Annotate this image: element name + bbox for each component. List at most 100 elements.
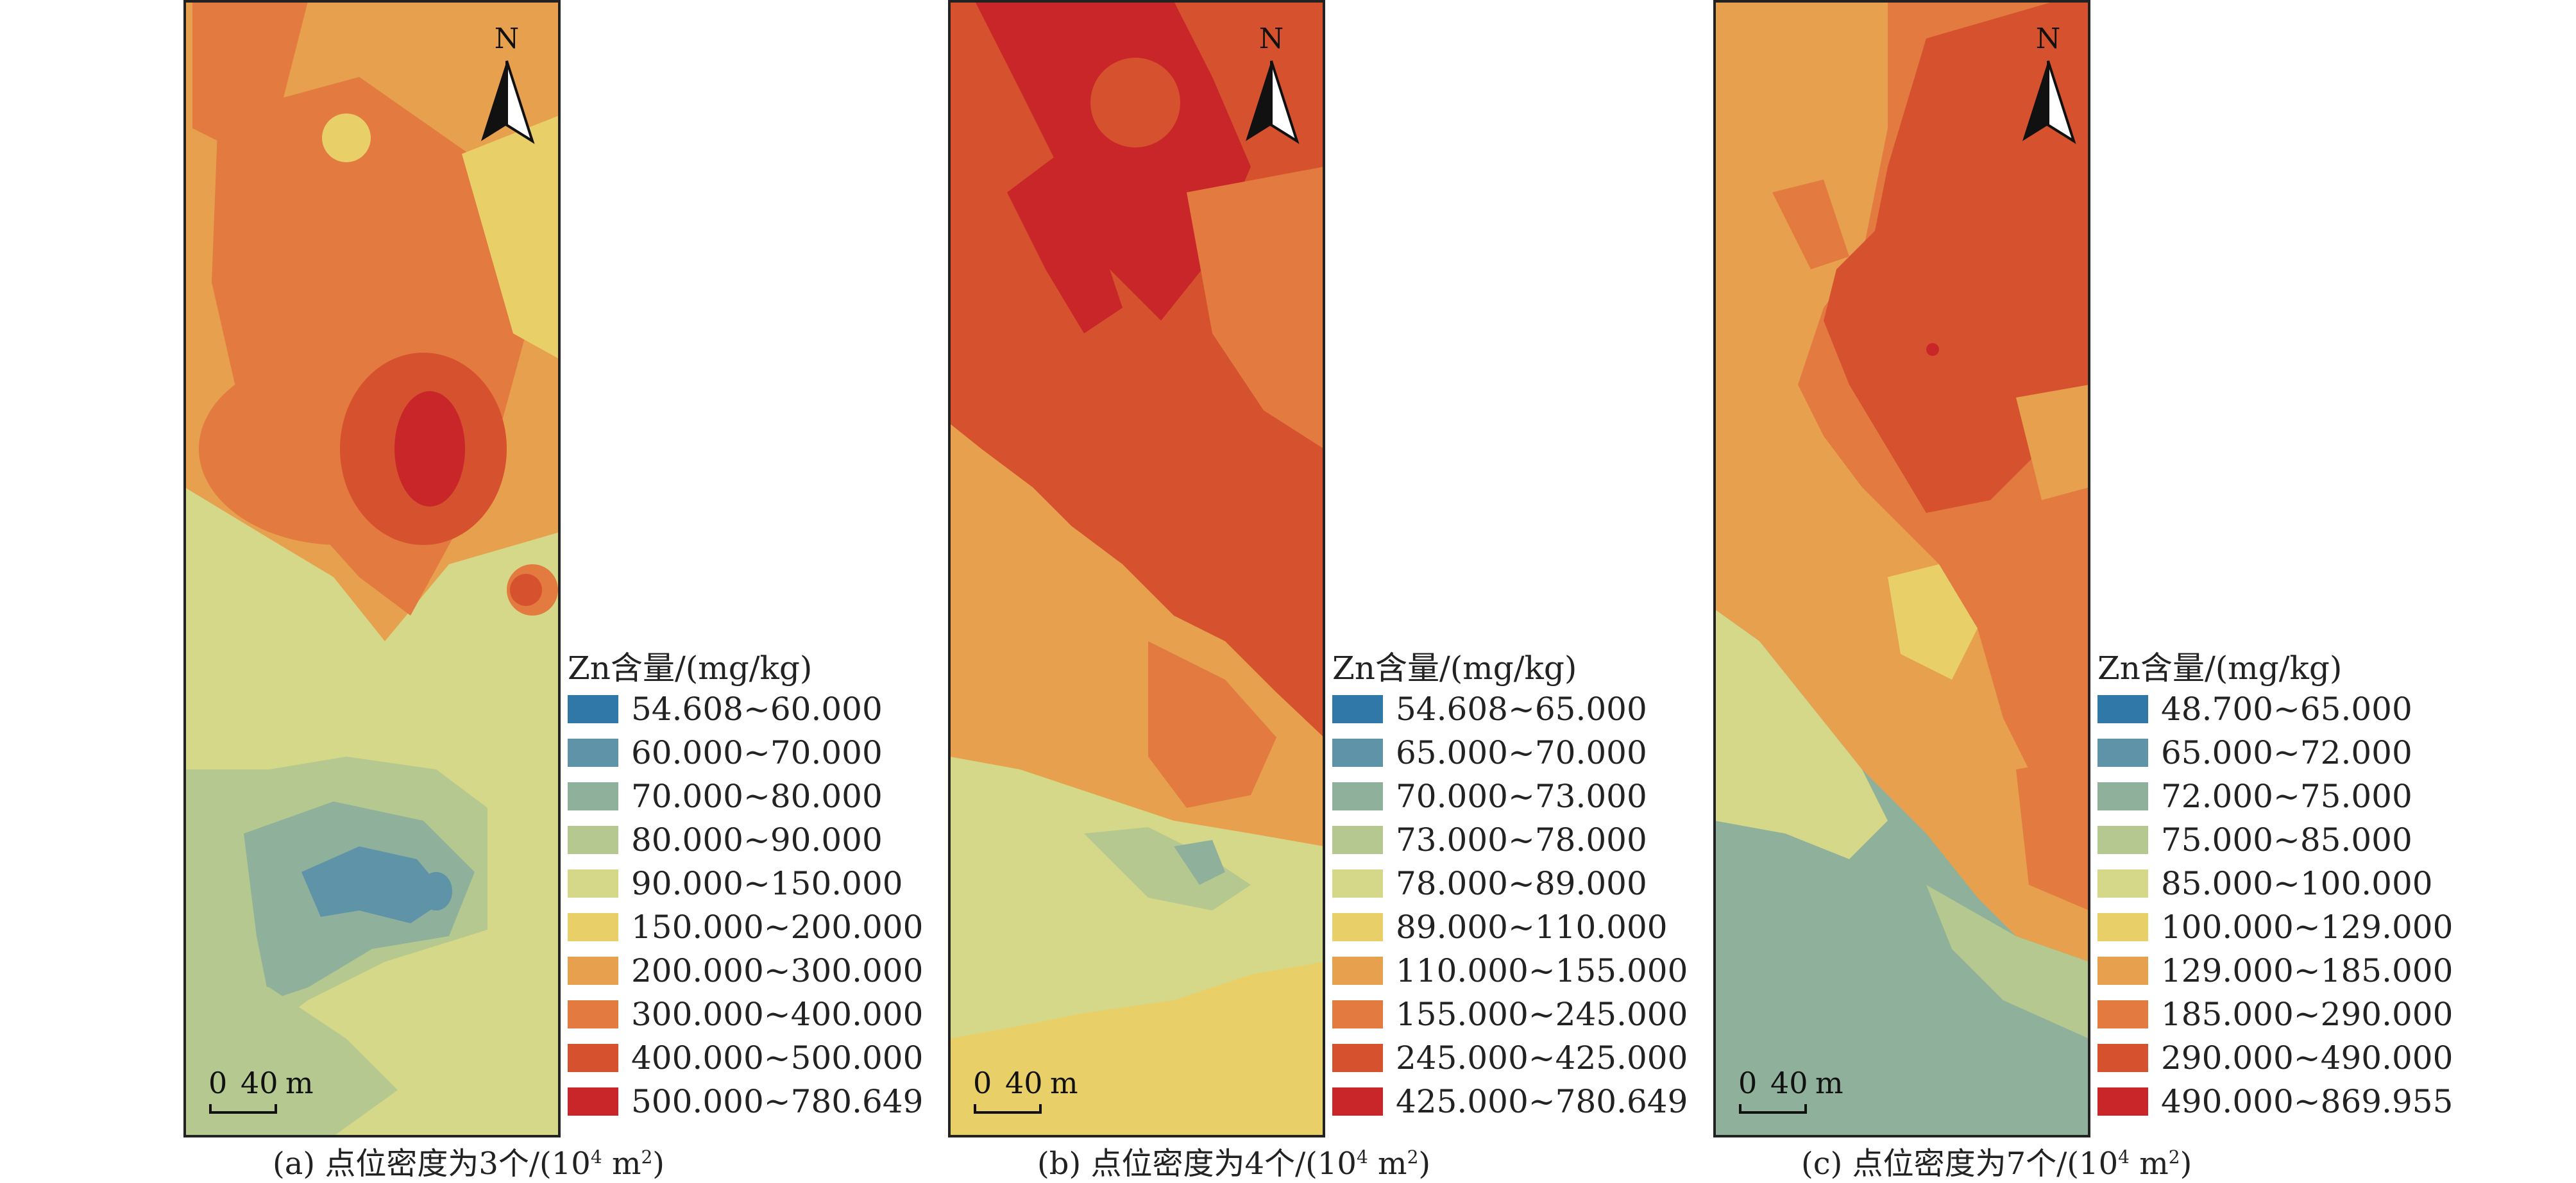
legend-item: 185.000~290.000 [2097, 993, 2453, 1036]
caption-b-unit: m [1368, 1146, 1407, 1182]
legend-swatch [1332, 913, 1383, 941]
legend-item: 129.000~185.000 [2097, 949, 2453, 993]
scale-value-a: 40 [241, 1066, 278, 1100]
legend-swatch [568, 913, 618, 941]
north-label-c: N [2036, 22, 2061, 55]
legend-label: 78.000~89.000 [1396, 865, 1647, 902]
legend-item: 72.000~75.000 [2097, 775, 2453, 818]
legend-rows-b: 54.608~65.000 65.000~70.000 70.000~73.000 7… [1332, 687, 1688, 1123]
legend-item: 110.000~155.000 [1332, 949, 1688, 993]
legend-label: 100.000~129.000 [2161, 909, 2453, 946]
legend-swatch [568, 1044, 618, 1072]
legend-label: 400.000~500.000 [631, 1039, 924, 1077]
legend-label: 150.000~200.000 [631, 909, 924, 946]
caption-a: (a) 点位密度为3个/(104 m2) [273, 1138, 665, 1183]
map-frame-c [1713, 0, 2090, 1137]
legend-label: 65.000~70.000 [1396, 734, 1647, 771]
zn-surface-b [949, 1, 1324, 1136]
legend-item: 85.000~100.000 [2097, 862, 2453, 905]
legend-swatch [568, 826, 618, 854]
legend-item: 78.000~89.000 [1332, 862, 1688, 905]
legend-swatch [1332, 1000, 1383, 1028]
north-arrow-a: N [481, 22, 535, 144]
caption-c-unit: m [2129, 1146, 2169, 1182]
legend-swatch [568, 695, 618, 723]
legend-label: 425.000~780.649 [1396, 1083, 1688, 1120]
legend-label: 290.000~490.000 [2161, 1039, 2453, 1077]
legend-item: 65.000~72.000 [2097, 731, 2453, 775]
legend-label: 110.000~155.000 [1396, 952, 1688, 989]
scale-value-c: 40 [1770, 1066, 1808, 1100]
legend-item: 70.000~73.000 [1332, 775, 1688, 818]
scale-zero-c: 0 [1738, 1066, 1757, 1100]
caption-a-text: (a) 点位密度为3个/(10 [273, 1146, 591, 1182]
caption-a-sq: 2 [641, 1146, 653, 1168]
legend-label: 129.000~185.000 [2161, 952, 2453, 989]
scale-bar-b: 0 40 m [973, 1066, 1078, 1114]
legend-swatch [568, 1087, 618, 1116]
zn-surface-c [1715, 1, 2089, 1136]
panel-b: N 0 40 m Zn含量/(mg/kg) 54.608~65.000 65.00… [763, 0, 1688, 1183]
caption-c-text: (c) 点位密度为7个/(10 [1801, 1146, 2119, 1182]
legend-swatch [2097, 739, 2148, 767]
legend-label: 185.000~290.000 [2161, 996, 2453, 1033]
legend-label: 65.000~72.000 [2161, 734, 2412, 771]
legend-item: 150.000~200.000 [568, 905, 923, 949]
caption-c-end: ) [2180, 1146, 2192, 1182]
caption-b-text: (b) 点位密度为4个/(10 [1037, 1146, 1357, 1182]
legend-item: 500.000~780.649 [568, 1080, 923, 1123]
legend-label: 200.000~300.000 [631, 952, 924, 989]
legend-title-a: Zn含量/(mg/kg) [568, 650, 813, 687]
legend-item: 54.608~60.000 [568, 687, 923, 731]
legend-swatch [2097, 1087, 2148, 1116]
north-arrow-c: N [2022, 22, 2076, 144]
legend-swatch [2097, 695, 2148, 723]
legend-swatch [1332, 1087, 1383, 1116]
map-a: N 0 40 m [183, 0, 561, 1137]
legend-swatch [1332, 739, 1383, 767]
caption-c: (c) 点位密度为7个/(104 m2) [1801, 1138, 2192, 1183]
legend-swatch [2097, 869, 2148, 898]
map-b: N 0 40 m [948, 0, 1325, 1137]
legend-swatch [1332, 869, 1383, 898]
legend-item: 60.000~70.000 [568, 731, 923, 775]
legend-label: 54.608~65.000 [1396, 691, 1647, 728]
legend-item: 80.000~90.000 [568, 818, 923, 862]
legend-swatch [1332, 826, 1383, 854]
scale-value-b: 40 [1005, 1066, 1043, 1100]
legend-item: 245.000~425.000 [1332, 1036, 1688, 1080]
north-arrow-b: N [1246, 22, 1300, 144]
legend-item: 100.000~129.000 [2097, 905, 2453, 949]
panel-c: N 0 40 m Zn含量/(mg/kg) 48.700~65.000 65.00… [1529, 0, 2453, 1183]
legend-label: 54.608~60.000 [631, 691, 883, 728]
legend-swatch [568, 957, 618, 985]
legend-item: 48.700~65.000 [2097, 687, 2453, 731]
caption-a-end: ) [652, 1146, 665, 1182]
legend-swatch [2097, 826, 2148, 854]
legend-b: Zn含量/(mg/kg) 54.608~65.000 65.000~70.000 7… [1332, 649, 1688, 1123]
north-label-b: N [1259, 22, 1284, 55]
legend-item: 75.000~85.000 [2097, 818, 2453, 862]
caption-a-exp: 4 [590, 1146, 602, 1168]
caption-c-sq: 2 [2168, 1146, 2180, 1168]
legend-swatch [1332, 782, 1383, 810]
scale-zero-a: 0 [208, 1066, 227, 1100]
scale-unit-b: m [1050, 1066, 1078, 1100]
scale-bar-c: 0 40 m [1738, 1066, 1843, 1114]
legend-swatch [2097, 913, 2148, 941]
legend-item: 54.608~65.000 [1332, 687, 1688, 731]
caption-b-sq: 2 [1407, 1146, 1419, 1168]
caption-b: (b) 点位密度为4个/(104 m2) [1037, 1138, 1430, 1183]
caption-c-exp: 4 [2118, 1146, 2130, 1168]
legend-label: 73.000~78.000 [1396, 821, 1647, 859]
legend-item: 65.000~70.000 [1332, 731, 1688, 775]
legend-swatch [2097, 1044, 2148, 1072]
north-label-a: N [495, 22, 520, 55]
legend-swatch [2097, 957, 2148, 985]
legend-item: 73.000~78.000 [1332, 818, 1688, 862]
legend-title-b: Zn含量/(mg/kg) [1332, 650, 1577, 687]
legend-swatch [1332, 695, 1383, 723]
panel-a: N 0 40 m Zn含量/(mg/kg) 54.608~60.000 60.00… [0, 0, 923, 1183]
legend-label: 48.700~65.000 [2161, 691, 2412, 728]
legend-rows-a: 54.608~60.000 60.000~70.000 70.000~80.000 8… [568, 687, 923, 1123]
